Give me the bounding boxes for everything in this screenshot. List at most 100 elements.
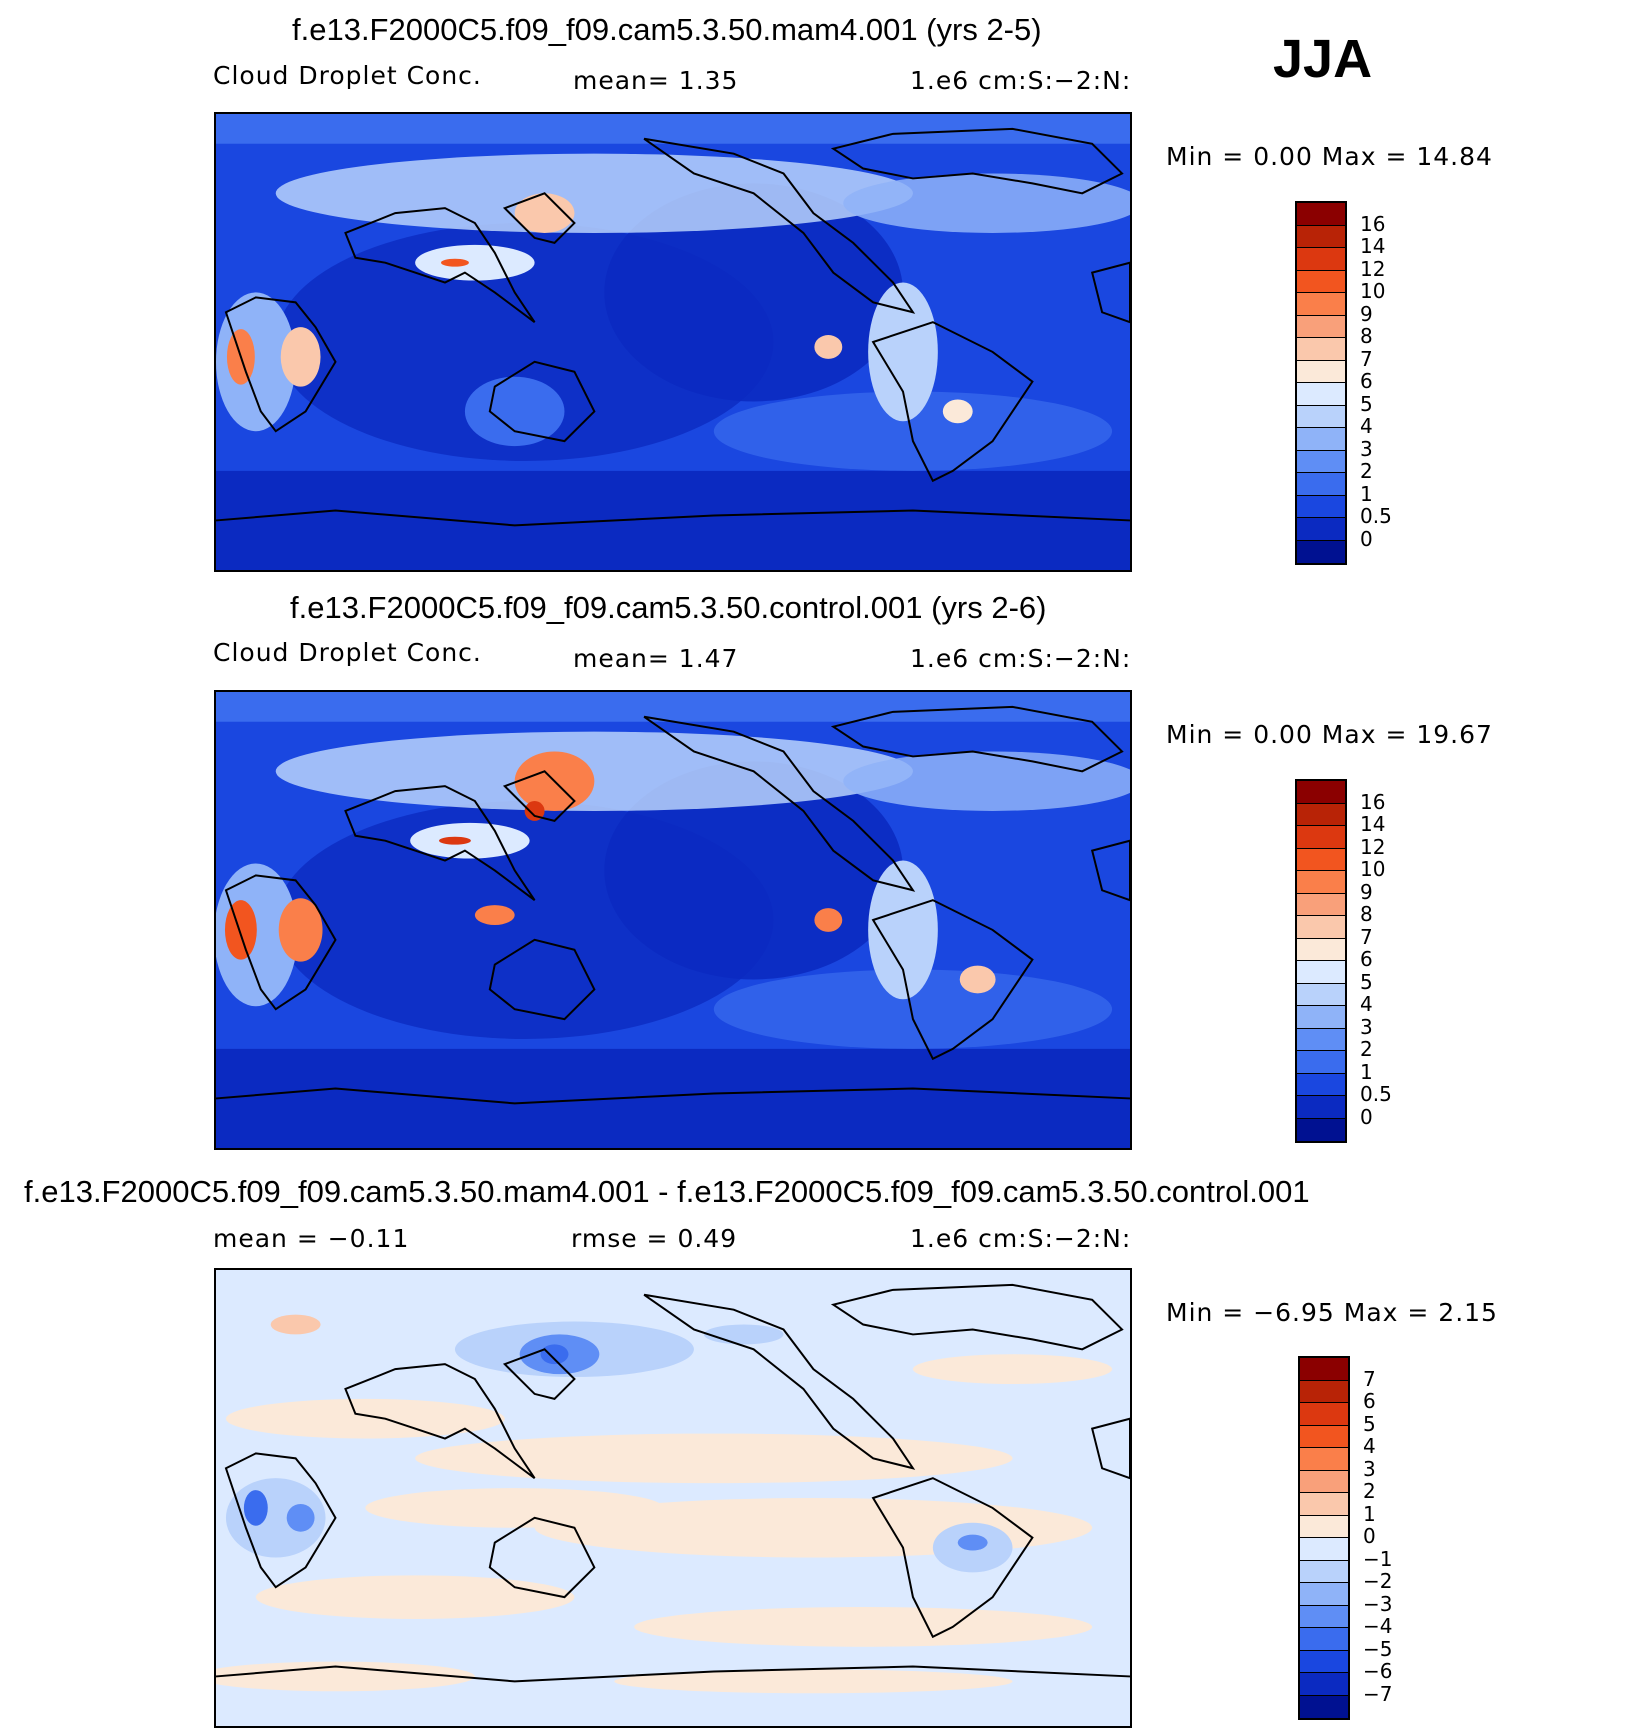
colorbar-segment [1297, 338, 1345, 361]
colorbar-segment [1297, 961, 1345, 984]
colorbar-segment [1297, 225, 1345, 248]
colorbar-segment [1300, 1673, 1348, 1696]
colorbar-tick-label: 4 [1360, 414, 1373, 438]
colorbar-tick-label: 8 [1360, 324, 1373, 348]
colorbar-tick-label: 0.5 [1360, 1082, 1392, 1106]
colorbar-tick-label: 2 [1360, 459, 1373, 483]
panel-3-rmse-label: rmse = 0.49 [571, 1224, 738, 1253]
colorbar-segment [1297, 248, 1345, 271]
colorbar-tick-label: 5 [1360, 969, 1373, 994]
colorbar-segment [1300, 1448, 1348, 1471]
colorbar-tick-label: 12 [1360, 834, 1386, 859]
panel-2-map-plot [216, 692, 1130, 1148]
panel-3-minmax: Min = −6.95 Max = 2.15 [1166, 1298, 1498, 1327]
colorbar-segment [1297, 826, 1345, 849]
panel-2-colorbar [1295, 779, 1347, 1143]
colorbar-segment [1297, 893, 1345, 916]
colorbar-segment [1297, 495, 1345, 518]
season-label: JJA [1273, 29, 1373, 89]
colorbar-segment [1297, 1028, 1345, 1051]
colorbar-tick-label: 6 [1360, 369, 1373, 393]
colorbar-segment [1297, 473, 1345, 496]
colorbar-segment [1297, 916, 1345, 939]
colorbar-tick-label: 4 [1360, 992, 1373, 1016]
colorbar-segment [1297, 428, 1345, 451]
colorbar-segment [1297, 1051, 1345, 1074]
colorbar-segment [1297, 450, 1345, 473]
colorbar-segment [1297, 360, 1345, 383]
colorbar-tick-label: 6 [1360, 947, 1373, 971]
colorbar-tick-label: 5 [1360, 391, 1373, 416]
colorbar-tick-label: 2 [1360, 1037, 1373, 1061]
colorbar-tick-label: −7 [1363, 1681, 1393, 1706]
panel-1-map [214, 112, 1132, 572]
colorbar-segment [1297, 405, 1345, 428]
colorbar-tick-label: −6 [1363, 1659, 1393, 1683]
panel-3-map [214, 1268, 1132, 1728]
panel-3-units-label: 1.e6 cm:S:−2:N: [910, 1224, 1132, 1253]
colorbar-segment [1297, 518, 1345, 541]
colorbar-tick-label: −4 [1363, 1614, 1393, 1638]
colorbar-segment [1300, 1605, 1348, 1628]
colorbar-tick-label: 16 [1360, 789, 1386, 814]
colorbar-segment [1300, 1515, 1348, 1538]
colorbar-tick-label: 16 [1360, 211, 1386, 236]
colorbar-segment [1297, 293, 1345, 316]
panel-1-title: f.e13.F2000C5.f09_f09.cam5.3.50.mam4.001… [292, 12, 1042, 47]
colorbar-tick-label: 2 [1363, 1479, 1376, 1503]
colorbar-tick-label: 3 [1363, 1456, 1376, 1481]
colorbar-segment [1297, 1006, 1345, 1029]
colorbar-tick-label: 3 [1360, 436, 1373, 461]
colorbar-tick-label: −1 [1363, 1546, 1393, 1571]
panel-3-title: f.e13.F2000C5.f09_f09.cam5.3.50.mam4.001… [24, 1174, 1310, 1209]
colorbar-tick-label: 4 [1363, 1434, 1376, 1458]
colorbar-tick-label: 0 [1363, 1524, 1376, 1548]
colorbar-tick-label: 0 [1360, 1104, 1373, 1129]
panel-2-units-label: 1.e6 cm:S:−2:N: [910, 644, 1132, 673]
colorbar-segment [1300, 1650, 1348, 1673]
colorbar-segment [1297, 203, 1345, 226]
colorbar-segment [1297, 848, 1345, 871]
colorbar-segment [1300, 1560, 1348, 1583]
colorbar-segment [1300, 1403, 1348, 1426]
colorbar-tick-label: −5 [1363, 1636, 1393, 1661]
colorbar-segment [1300, 1380, 1348, 1403]
panel-1-mean-label: mean= 1.35 [573, 66, 739, 95]
panel-3-mean-label: mean = −0.11 [213, 1224, 410, 1253]
colorbar-segment [1300, 1583, 1348, 1606]
colorbar-tick-label: 7 [1363, 1366, 1376, 1391]
colorbar-tick-label: 5 [1363, 1411, 1376, 1436]
colorbar-tick-label: 14 [1360, 234, 1386, 258]
colorbar-segment [1300, 1358, 1348, 1381]
panel-3-map-plot [216, 1270, 1130, 1726]
colorbar-tick-label: 1 [1363, 1501, 1376, 1526]
panel-1-minmax: Min = 0.00 Max = 14.84 [1166, 142, 1493, 171]
panel-1-map-plot [216, 114, 1130, 570]
colorbar-tick-label: 9 [1360, 879, 1373, 904]
panel-1-variable-label: Cloud Droplet Conc. [213, 61, 482, 90]
panel-1-units-label: 1.e6 cm:S:−2:N: [910, 66, 1132, 95]
colorbar-segment [1297, 540, 1345, 563]
panel-2-variable-label: Cloud Droplet Conc. [213, 638, 482, 667]
panel-2-mean-label: mean= 1.47 [573, 644, 739, 673]
colorbar-tick-label: 0.5 [1360, 504, 1392, 528]
colorbar-tick-label: 1 [1360, 481, 1373, 506]
colorbar-segment [1300, 1538, 1348, 1561]
colorbar-tick-label: −3 [1363, 1591, 1393, 1616]
colorbar-segment [1300, 1628, 1348, 1651]
panel-3-colorbar [1298, 1356, 1350, 1720]
colorbar-segment [1300, 1425, 1348, 1448]
colorbar-tick-label: 9 [1360, 301, 1373, 326]
colorbar-segment [1297, 983, 1345, 1006]
colorbar-tick-label: 0 [1360, 526, 1373, 551]
colorbar-segment [1300, 1695, 1348, 1718]
colorbar-tick-label: 3 [1360, 1014, 1373, 1039]
colorbar-tick-label: 10 [1360, 857, 1386, 881]
panel-2-title: f.e13.F2000C5.f09_f09.cam5.3.50.control.… [290, 590, 1047, 625]
colorbar-tick-label: 10 [1360, 279, 1386, 303]
colorbar-segment [1297, 781, 1345, 804]
panel-1-colorbar [1295, 201, 1347, 565]
colorbar-segment [1297, 938, 1345, 961]
colorbar-segment [1297, 383, 1345, 406]
colorbar-segment [1297, 803, 1345, 826]
